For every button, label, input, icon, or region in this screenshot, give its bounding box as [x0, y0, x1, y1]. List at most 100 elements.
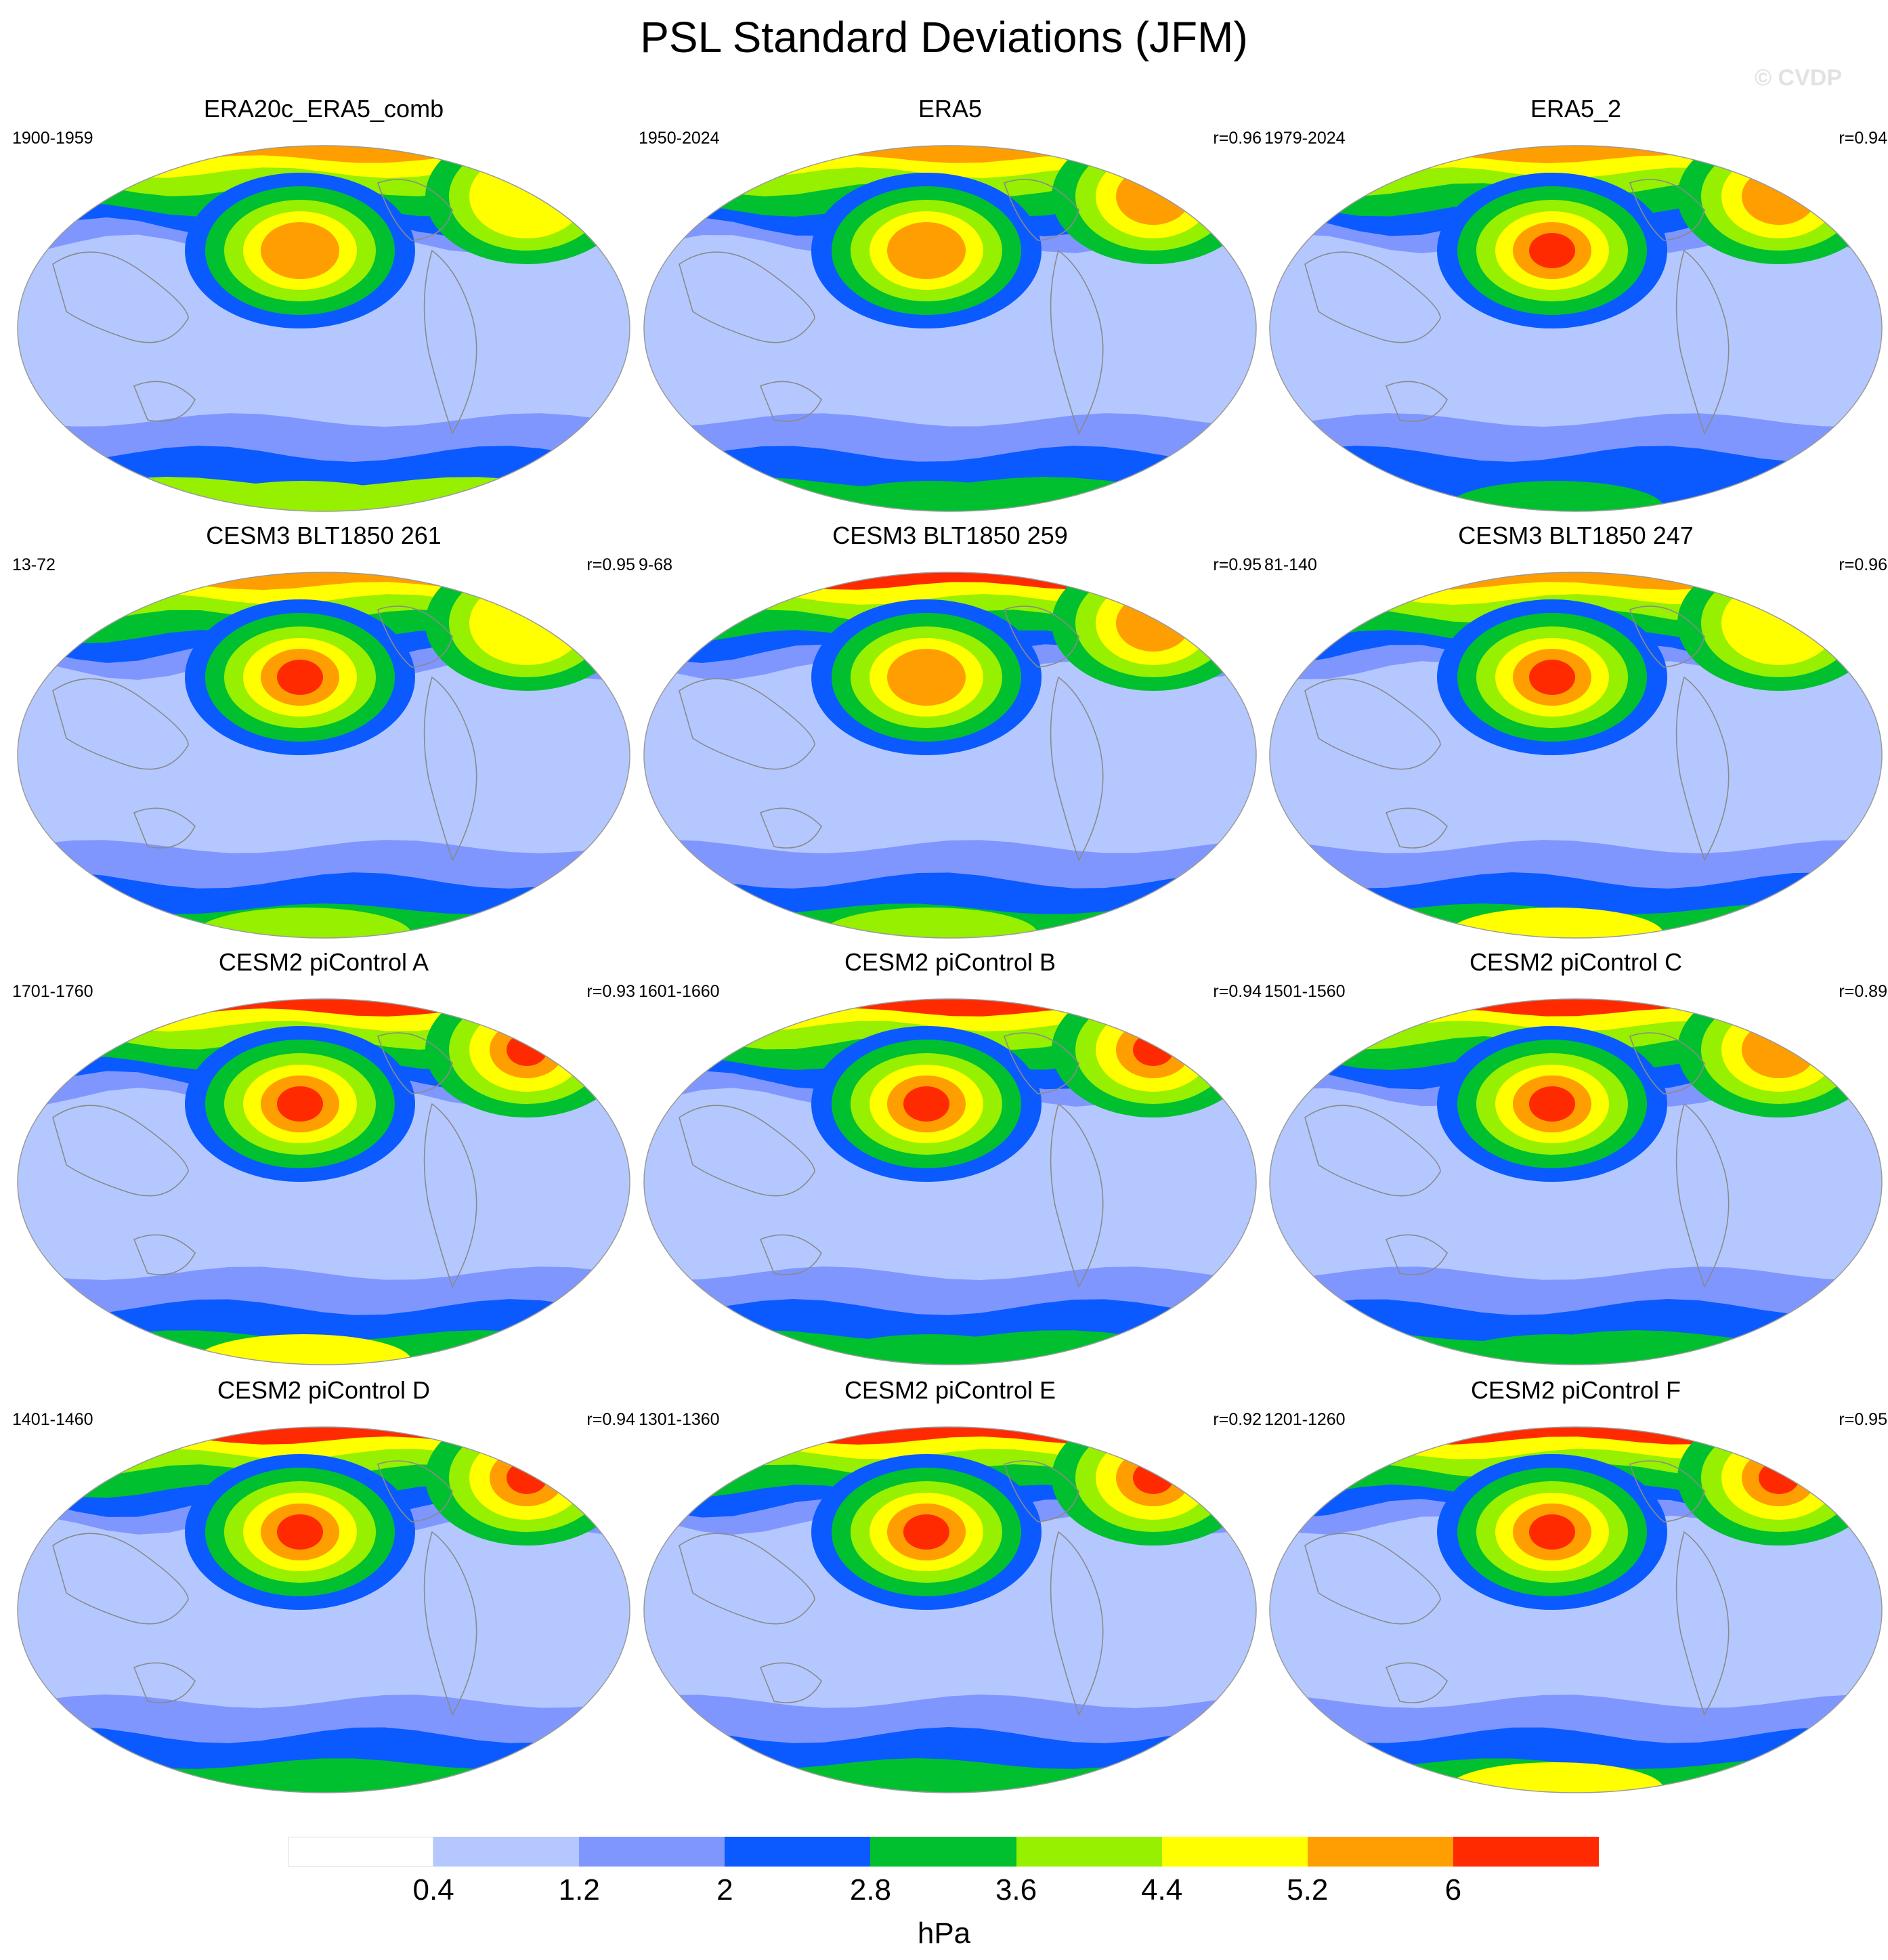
aleutian-low-contour	[277, 1514, 323, 1550]
panel-title: CESM2 piControl A	[218, 948, 429, 976]
panel-title: CESM2 piControl F	[1470, 1376, 1681, 1404]
coastline	[377, 179, 453, 241]
map-panel: CESM2 piControl B 1601-1660 r=0.94	[639, 948, 1262, 1368]
map-panel: CESM2 piControl A 1701-1760 r=0.93	[12, 948, 635, 1368]
panel-pattern-correlation: r=0.92	[1213, 1410, 1262, 1429]
robinson-map	[17, 145, 630, 512]
map-panel: ERA5_2 1979-2024 r=0.94	[1264, 95, 1887, 515]
map-panel: ERA20c_ERA5_comb 1900-1959	[12, 95, 635, 515]
antarctic-maximum	[195, 908, 412, 938]
antarctic-maximum	[195, 1334, 412, 1365]
panel-pattern-correlation: r=0.89	[1839, 982, 1887, 1001]
robinson-map	[643, 572, 1257, 939]
contour-field	[18, 572, 630, 938]
map-border	[643, 1426, 1257, 1793]
contour-field	[18, 1427, 630, 1793]
colorbar-tick-label: 1.2	[558, 1873, 600, 1906]
colorbar-swatch	[433, 1837, 580, 1867]
contour-field	[644, 572, 1256, 938]
coastline	[1675, 1103, 1730, 1288]
colorbar	[288, 1837, 1599, 1867]
panel-years: 1701-1760	[12, 982, 93, 1001]
robinson-map	[17, 572, 630, 939]
colorbar-units: hPa	[917, 1917, 971, 1950]
panel-pattern-correlation: r=0.95	[586, 555, 635, 574]
coastline	[1304, 1533, 1441, 1625]
colorbar-swatch	[1453, 1837, 1599, 1867]
arctic-maximum	[18, 999, 630, 1017]
panel-years: 1950-2024	[639, 129, 720, 148]
arctic-maximum	[18, 146, 630, 163]
antarctic-maximum	[821, 481, 1038, 511]
antarctic-maximum	[195, 481, 412, 511]
map-border	[643, 998, 1257, 1365]
colorbar-swatch	[1016, 1837, 1162, 1867]
figure-title: PSL Standard Deviations (JFM)	[640, 13, 1248, 62]
coastline	[1050, 249, 1104, 435]
coastline	[133, 1234, 196, 1275]
coastline	[679, 1105, 815, 1197]
colorbar-swatch	[579, 1837, 725, 1867]
coastline	[1003, 179, 1079, 241]
arctic-maximum	[18, 572, 630, 590]
antarctic-maximum	[1447, 481, 1664, 511]
robinson-map	[17, 1426, 630, 1793]
coastline	[1050, 676, 1104, 861]
antarctic-maximum	[195, 1762, 412, 1793]
aleutian-low-contour	[1529, 660, 1575, 695]
antarctic-maximum	[1447, 1334, 1664, 1365]
panel-title: CESM2 piControl D	[217, 1376, 431, 1404]
panel-years: 9-68	[639, 555, 673, 574]
panel-pattern-correlation: r=0.96	[1839, 555, 1887, 574]
coastline	[1050, 1531, 1104, 1716]
map-border	[17, 1426, 630, 1793]
arctic-maximum	[18, 1427, 630, 1445]
map-panel: CESM2 piControl E 1301-1360 r=0.92	[639, 1376, 1262, 1796]
coastline	[52, 251, 189, 343]
coastline	[1304, 1105, 1441, 1197]
contour-field	[1270, 146, 1882, 511]
panel-years: 1401-1460	[12, 1410, 93, 1429]
antarctic-maximum	[1447, 908, 1664, 938]
panel-title: CESM2 piControl E	[844, 1376, 1056, 1404]
coastline	[679, 1533, 815, 1625]
coastline	[52, 1105, 189, 1197]
north-atlantic-contour	[469, 581, 584, 665]
aleutian-low-contour	[903, 1514, 949, 1550]
colorbar-tick-label: 2.8	[849, 1873, 892, 1906]
panel-years: 13-72	[12, 555, 56, 574]
panel-pattern-correlation: r=0.94	[586, 1410, 635, 1429]
map-panel: ERA5 1950-2024 r=0.96	[639, 95, 1262, 515]
robinson-map	[1269, 1426, 1883, 1793]
contour-field	[18, 146, 630, 511]
coastline	[1385, 1234, 1448, 1275]
coastline	[377, 1460, 453, 1522]
coastline	[1675, 1531, 1730, 1716]
coastline	[1675, 249, 1730, 435]
north-atlantic-contour	[1721, 581, 1837, 665]
map-border	[17, 998, 630, 1365]
map-panel: CESM3 BLT1850 247 81-140 r=0.96	[1264, 521, 1887, 941]
robinson-map	[1269, 998, 1883, 1365]
arctic-maximum	[644, 146, 1256, 163]
contour-field	[1270, 1427, 1882, 1793]
colorbar-tick-label: 3.6	[995, 1873, 1037, 1906]
panel-years: 1979-2024	[1264, 129, 1346, 148]
coastline	[52, 1533, 189, 1625]
panel-pattern-correlation: r=0.94	[1213, 982, 1262, 1001]
panel-pattern-correlation: r=0.96	[1213, 129, 1262, 148]
colorbar-swatch	[870, 1837, 1016, 1867]
colorbar-tick-label: 6	[1444, 1873, 1462, 1906]
map-border	[643, 145, 1257, 512]
north-atlantic-contour	[1742, 1021, 1816, 1078]
colorbar-tick-label: 0.4	[412, 1873, 454, 1906]
aleutian-low-contour	[261, 222, 339, 279]
contour-field	[644, 1427, 1256, 1793]
robinson-map	[17, 998, 630, 1365]
aleutian-low-contour	[1529, 233, 1575, 268]
coastline	[1385, 1662, 1448, 1703]
coastline	[423, 1103, 477, 1288]
panel-title: ERA5_2	[1530, 95, 1622, 123]
coastline	[1629, 605, 1705, 668]
coastline	[1003, 1460, 1079, 1522]
